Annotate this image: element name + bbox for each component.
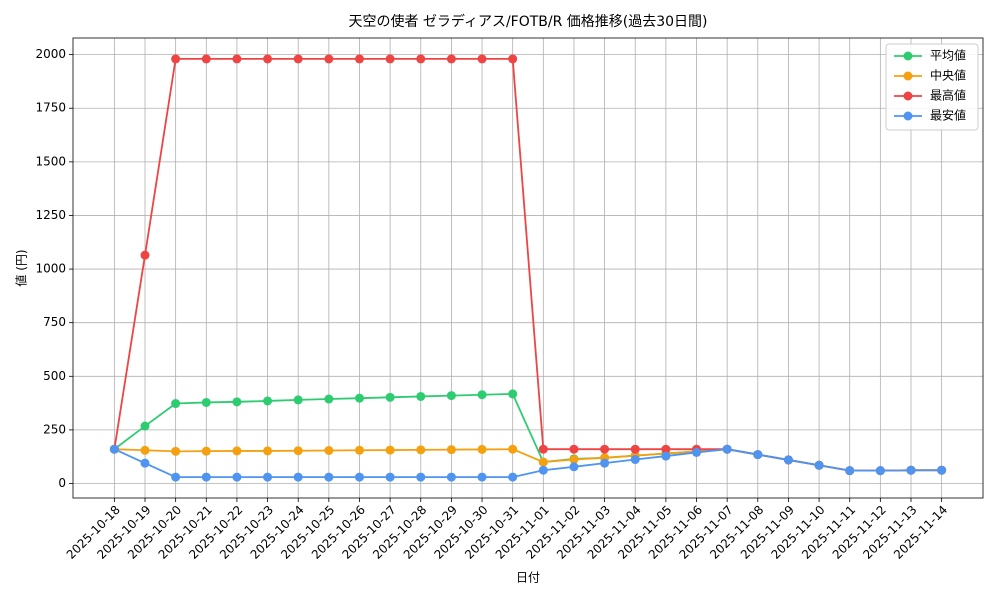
legend-marker <box>903 91 913 101</box>
data-point <box>293 472 303 482</box>
data-point <box>171 446 181 456</box>
data-point <box>814 460 824 470</box>
y-tick-label: 1750 <box>35 101 66 115</box>
y-axis-label: 値 (円) <box>14 249 29 286</box>
data-point <box>783 455 793 465</box>
data-point <box>845 466 855 476</box>
legend-marker <box>903 51 913 61</box>
data-point <box>140 250 150 260</box>
y-tick-label: 0 <box>58 476 66 490</box>
data-point <box>569 462 579 472</box>
data-point <box>600 458 610 468</box>
data-point <box>324 472 334 482</box>
data-point <box>446 445 456 455</box>
data-point <box>385 472 395 482</box>
data-point <box>324 445 334 455</box>
data-point <box>201 54 211 64</box>
data-point <box>416 391 426 401</box>
data-point <box>937 465 947 475</box>
data-point <box>538 465 548 475</box>
data-point <box>446 472 456 482</box>
data-point <box>477 390 487 400</box>
data-point <box>263 54 273 64</box>
data-point <box>263 472 273 482</box>
y-tick-label: 500 <box>43 369 66 383</box>
data-point <box>385 54 395 64</box>
data-point <box>753 450 763 460</box>
data-point <box>354 445 364 455</box>
data-point <box>201 472 211 482</box>
data-point <box>109 444 119 454</box>
y-tick-label: 1000 <box>35 262 66 276</box>
data-point <box>630 455 640 465</box>
data-point <box>293 395 303 405</box>
data-point <box>630 444 640 454</box>
data-point <box>201 397 211 407</box>
data-point <box>232 472 242 482</box>
plot-frame <box>72 37 984 499</box>
data-point <box>569 455 579 465</box>
data-point <box>232 54 242 64</box>
y-tick-label: 250 <box>43 422 66 436</box>
data-point <box>416 472 426 482</box>
legend-marker <box>903 111 913 121</box>
data-point <box>446 391 456 401</box>
data-point <box>600 444 610 454</box>
data-point <box>171 399 181 409</box>
data-point <box>477 444 487 454</box>
data-point <box>477 472 487 482</box>
data-point <box>232 446 242 456</box>
legend-label: 中央値 <box>930 68 966 83</box>
data-point <box>416 54 426 64</box>
data-point <box>354 54 364 64</box>
data-point <box>875 466 885 476</box>
data-point <box>171 472 181 482</box>
legend-label: 最安値 <box>930 108 966 123</box>
data-point <box>416 445 426 455</box>
data-point <box>171 54 181 64</box>
data-point <box>508 472 518 482</box>
data-point <box>201 446 211 456</box>
data-point <box>263 396 273 406</box>
data-point <box>446 54 456 64</box>
y-tick-label: 2000 <box>35 47 66 61</box>
data-point <box>324 54 334 64</box>
y-tick-label: 1500 <box>35 154 66 168</box>
data-point <box>354 393 364 403</box>
data-point <box>140 458 150 468</box>
x-axis-label: 日付 <box>516 571 540 585</box>
data-point <box>508 389 518 399</box>
data-point <box>385 392 395 402</box>
data-point <box>508 444 518 454</box>
chart-title: 天空の使者 ゼラディアス/FOTB/R 価格推移(過去30日間) <box>348 13 707 30</box>
data-point <box>232 397 242 407</box>
data-point <box>508 54 518 64</box>
legend-label: 平均値 <box>930 48 966 63</box>
data-point <box>569 444 579 454</box>
data-point <box>661 451 671 461</box>
data-point <box>538 444 548 454</box>
y-tick-label: 750 <box>43 315 66 329</box>
data-point <box>140 445 150 455</box>
data-point <box>385 445 395 455</box>
data-point <box>722 444 732 454</box>
data-point <box>661 444 671 454</box>
legend-label: 最高値 <box>930 88 966 103</box>
y-tick-label: 1250 <box>35 208 66 222</box>
data-point <box>354 472 364 482</box>
series-line <box>113 448 942 478</box>
data-point <box>906 465 916 475</box>
data-point <box>324 394 334 404</box>
data-point <box>692 447 702 457</box>
legend-box <box>885 43 979 131</box>
data-point <box>293 446 303 456</box>
data-point <box>140 421 150 431</box>
data-point <box>477 54 487 64</box>
data-point <box>263 446 273 456</box>
data-point <box>538 457 548 467</box>
series-line <box>113 58 942 472</box>
data-point <box>293 54 303 64</box>
legend-marker <box>903 71 913 81</box>
